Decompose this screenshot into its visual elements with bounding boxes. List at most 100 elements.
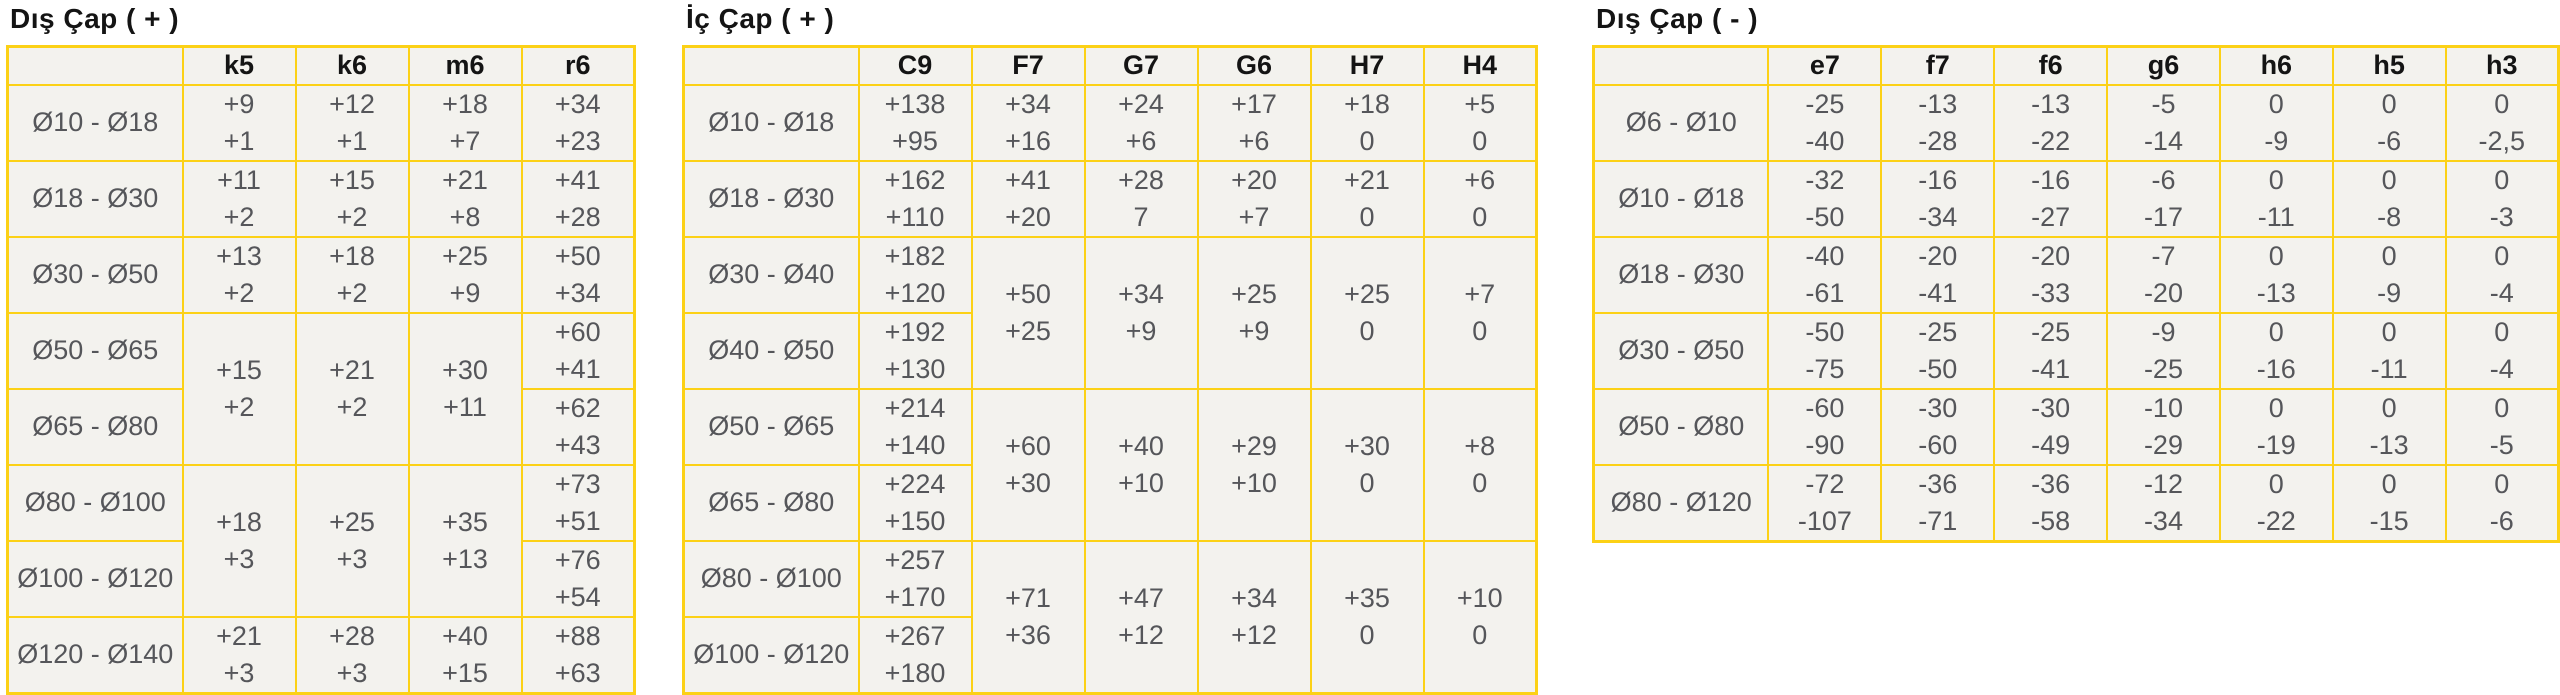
tolerance-cell: +7 0 bbox=[1422, 235, 1538, 390]
tolerance-value: -58 bbox=[2031, 505, 2071, 536]
tolerance-cell: 0 -22 bbox=[2218, 463, 2334, 542]
tolerance-cell: +18 +7 bbox=[407, 83, 523, 162]
tolerance-cell: +62 +43 bbox=[520, 387, 636, 466]
tolerance-value: +41 bbox=[1005, 164, 1051, 195]
tolerance-value: 7 bbox=[1133, 201, 1149, 232]
tolerance-value: +95 bbox=[892, 125, 938, 156]
tolerance-value: -27 bbox=[2031, 201, 2071, 232]
tolerance-value: 0 bbox=[2494, 88, 2510, 119]
tolerance-value: +18 bbox=[329, 240, 375, 271]
tolerance-value: -13 bbox=[2256, 277, 2296, 308]
tolerance-value: -5 bbox=[2489, 429, 2514, 460]
tolerance-value: -36 bbox=[2031, 468, 2071, 499]
tolerance-cell: 0 -8 bbox=[2331, 159, 2447, 238]
tolerance-value: +88 bbox=[554, 620, 601, 651]
tolerance-value: +47 bbox=[1118, 582, 1164, 613]
tolerance-cell: 0 -15 bbox=[2331, 463, 2447, 542]
tolerance-cell: +267 +180 bbox=[857, 615, 973, 694]
tolerance-value: 0 bbox=[2268, 392, 2284, 423]
tolerance-cell: 0 -19 bbox=[2218, 387, 2334, 466]
tolerance-value: +21 bbox=[329, 354, 375, 385]
tolerance-value: +29 bbox=[1231, 430, 1277, 461]
tolerance-value: +12 bbox=[329, 88, 375, 119]
tolerance-value: +25 bbox=[1231, 278, 1277, 309]
tolerance-value: 0 bbox=[2381, 316, 2397, 347]
tolerance-value: +2 bbox=[336, 201, 368, 232]
tolerance-value: -11 bbox=[2257, 201, 2295, 232]
fit-class-header: g6 bbox=[2106, 45, 2221, 86]
tolerance-cell: +13 +2 bbox=[181, 235, 297, 314]
tolerance-value: -61 bbox=[1805, 277, 1845, 308]
tolerance-value: +8 bbox=[1464, 430, 1496, 461]
tolerance-cell: +41 +20 bbox=[970, 159, 1086, 238]
tolerance-value: -17 bbox=[2143, 201, 2183, 232]
diameter-range-label: Ø50 - Ø65 bbox=[682, 387, 860, 466]
tolerance-value: +2 bbox=[336, 277, 368, 308]
tolerance-value: -6 bbox=[2489, 505, 2514, 536]
diameter-range-label: Ø80 - Ø120 bbox=[1592, 463, 1770, 542]
tolerance-value: -13 bbox=[2031, 88, 2071, 119]
tolerance-value: +224 bbox=[884, 468, 946, 499]
tolerance-cell: +25 0 bbox=[1309, 235, 1425, 390]
tolerance-cell: 0 -2,5 bbox=[2444, 83, 2560, 162]
tolerance-value: +7 bbox=[449, 125, 481, 156]
tolerance-cell: -30 -49 bbox=[1993, 387, 2109, 466]
tolerance-cell: -13 -22 bbox=[1993, 83, 2109, 162]
tolerance-cell: +257 +170 bbox=[857, 539, 973, 618]
tolerance-cell: 0 -9 bbox=[2331, 235, 2447, 314]
tolerance-cell: 0 -4 bbox=[2444, 235, 2560, 314]
tolerance-value: +9 bbox=[223, 88, 255, 119]
tolerance-value: -5 bbox=[2151, 88, 2176, 119]
fit-class-header: k5 bbox=[181, 45, 297, 86]
tolerance-value: +10 bbox=[1231, 467, 1277, 498]
tolerance-cell: +30 0 bbox=[1309, 387, 1425, 542]
tolerance-cell: +71 +36 bbox=[970, 539, 1086, 694]
tolerance-value: +3 bbox=[223, 543, 255, 574]
tolerance-cell: +9 +1 bbox=[181, 83, 297, 162]
tolerance-value: +150 bbox=[884, 505, 946, 536]
tolerance-value: 0 bbox=[2494, 468, 2510, 499]
fit-class-header: f6 bbox=[1993, 45, 2109, 86]
tolerance-value: +25 bbox=[329, 506, 375, 537]
tolerance-value: +267 bbox=[884, 620, 946, 651]
tolerance-value: +41 bbox=[554, 164, 601, 195]
tolerance-cell: +138 +95 bbox=[857, 83, 973, 162]
tolerance-cell: -16 -27 bbox=[1993, 159, 2109, 238]
tolerance-value: +162 bbox=[884, 164, 946, 195]
tolerance-value: 0 bbox=[2381, 88, 2397, 119]
tolerance-value: +5 bbox=[1464, 88, 1496, 119]
fit-class-header: H7 bbox=[1309, 45, 1425, 86]
tolerance-table-dis-cap-minus: e7 f7 f6 g6 h6 h5 h3 Ø6 - Ø10 -25 -40 -13 -28 -13 -22… bbox=[1592, 45, 2560, 543]
fit-class-header: r6 bbox=[520, 45, 636, 86]
tolerance-value: -36 bbox=[1918, 468, 1958, 499]
tolerance-value: -25 bbox=[1918, 316, 1958, 347]
tolerance-cell: -12 -34 bbox=[2106, 463, 2221, 542]
tolerance-cell: +21 +2 bbox=[294, 311, 410, 466]
tolerance-cell: +10 0 bbox=[1422, 539, 1538, 694]
tolerance-value: +60 bbox=[1005, 430, 1051, 461]
tolerance-value: +21 bbox=[216, 620, 262, 651]
tolerance-cell: 0 -6 bbox=[2331, 83, 2447, 162]
table-section-dis-cap-plus: Dış Çap ( + ) k5 k6 m6 r6 Ø10 - Ø18 +9 +1 +12 +1… bbox=[6, 0, 636, 695]
tolerance-value: -13 bbox=[1918, 88, 1958, 119]
fit-class-header: h6 bbox=[2218, 45, 2334, 86]
tolerance-cell: +50 +25 bbox=[970, 235, 1086, 390]
tolerance-value: 0 bbox=[2268, 164, 2284, 195]
tolerance-value: -10 bbox=[2143, 392, 2183, 423]
tolerance-cell: +35 0 bbox=[1309, 539, 1425, 694]
tolerance-value: +170 bbox=[884, 581, 946, 612]
tolerance-cell: +18 0 bbox=[1309, 83, 1425, 162]
tolerance-cell: -20 -41 bbox=[1880, 235, 1996, 314]
tolerance-cell: -25 -41 bbox=[1993, 311, 2109, 390]
header-row: k5 k6 m6 r6 bbox=[6, 45, 636, 86]
tolerance-value: -3 bbox=[2489, 201, 2514, 232]
tolerance-cell: +21 0 bbox=[1309, 159, 1425, 238]
table-row: Ø10 - Ø18 +9 +1 +12 +1 +18 +7 +34 +23 bbox=[6, 83, 636, 162]
tolerance-cell: -36 -58 bbox=[1993, 463, 2109, 542]
table-row: Ø65 - Ø80 +62 +43 bbox=[6, 387, 636, 466]
tolerance-cell: +8 0 bbox=[1422, 387, 1538, 542]
tolerance-value: -25 bbox=[1805, 88, 1845, 119]
tolerance-value: -90 bbox=[1805, 429, 1845, 460]
tolerance-value: +21 bbox=[1344, 164, 1390, 195]
